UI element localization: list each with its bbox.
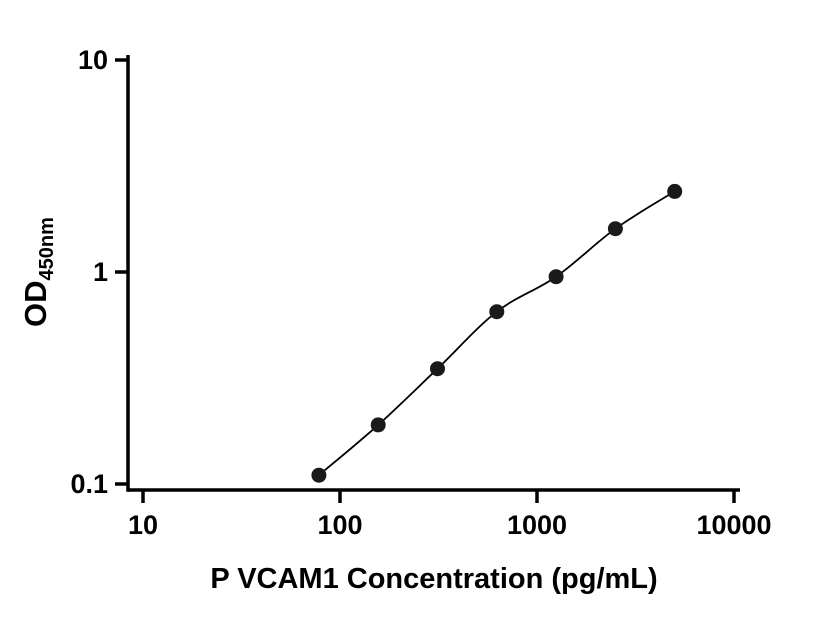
x-tick-label: 10 bbox=[128, 510, 158, 540]
fit-curve bbox=[318, 190, 676, 476]
x-axis-title: P VCAM1 Concentration (pg/mL) bbox=[210, 563, 657, 595]
data-point bbox=[607, 221, 623, 237]
data-point bbox=[548, 269, 564, 285]
y-axis-title-subscript: 450nm bbox=[36, 217, 58, 280]
data-point bbox=[667, 183, 683, 199]
y-axis-title-main: OD bbox=[18, 280, 53, 327]
data-series-layer bbox=[311, 183, 683, 483]
y-tick-label: 0.1 bbox=[70, 469, 108, 499]
y-tick-label: 10 bbox=[78, 45, 108, 75]
x-tick-label: 1000 bbox=[507, 510, 567, 540]
data-point bbox=[311, 467, 327, 483]
data-point bbox=[370, 417, 386, 433]
data-point bbox=[430, 361, 445, 377]
axes-layer: 10 100 1000 10000 10 1 0.1 bbox=[70, 45, 771, 540]
x-tick-label: 100 bbox=[317, 510, 362, 540]
y-tick-label: 1 bbox=[93, 257, 108, 287]
x-tick-label: 10000 bbox=[696, 510, 771, 540]
data-point bbox=[489, 304, 505, 320]
y-axis-title: OD450nm bbox=[18, 217, 58, 327]
